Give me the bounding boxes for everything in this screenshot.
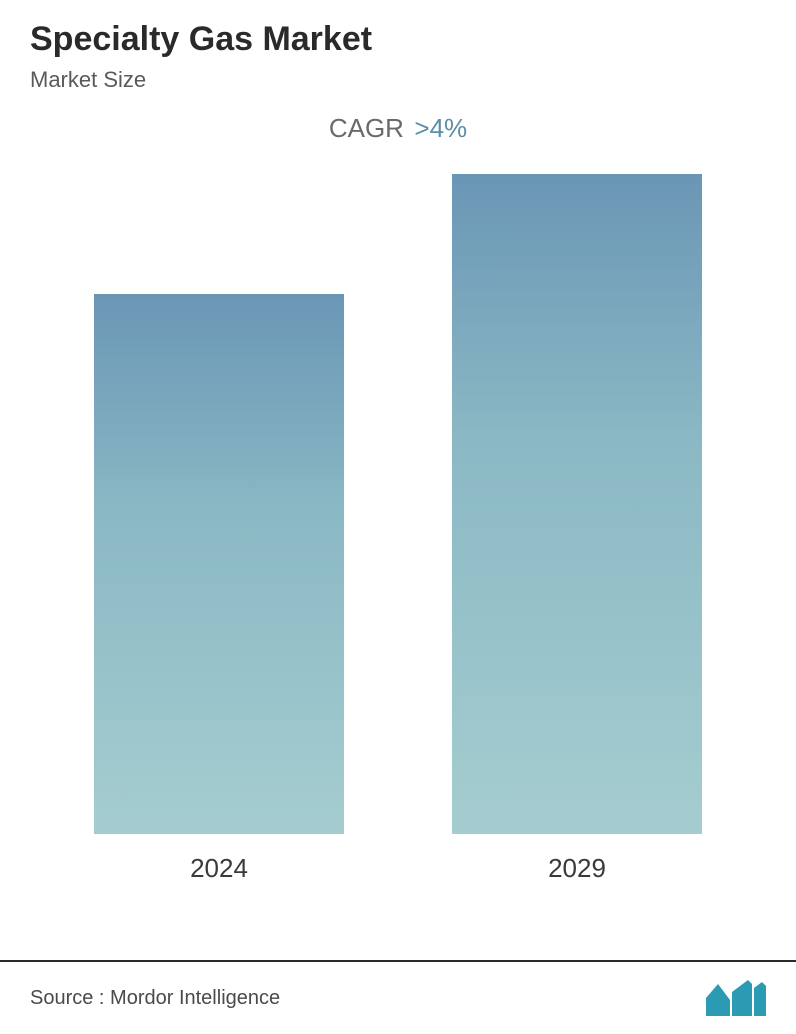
bar-group-0 [58, 294, 380, 834]
cagr-row: CAGR >4% [30, 113, 766, 144]
bar-group-1 [416, 174, 738, 834]
footer: Source : Mordor Intelligence [0, 960, 796, 1034]
header: Specialty Gas Market Market Size CAGR >4… [0, 0, 796, 144]
mordor-logo-icon [706, 980, 766, 1016]
x-label-1: 2029 [416, 853, 738, 884]
cagr-value: >4% [414, 113, 467, 143]
x-label-0: 2024 [58, 853, 380, 884]
chart-area: 2024 2029 [0, 174, 796, 894]
bar-2024 [94, 294, 344, 834]
source-text: Source : Mordor Intelligence [30, 987, 280, 1010]
bars-container [40, 174, 756, 834]
x-axis-labels: 2024 2029 [40, 853, 756, 884]
page-title: Specialty Gas Market [30, 20, 766, 59]
bar-2029 [452, 174, 702, 834]
page-subtitle: Market Size [30, 67, 766, 93]
cagr-label: CAGR [329, 113, 404, 143]
